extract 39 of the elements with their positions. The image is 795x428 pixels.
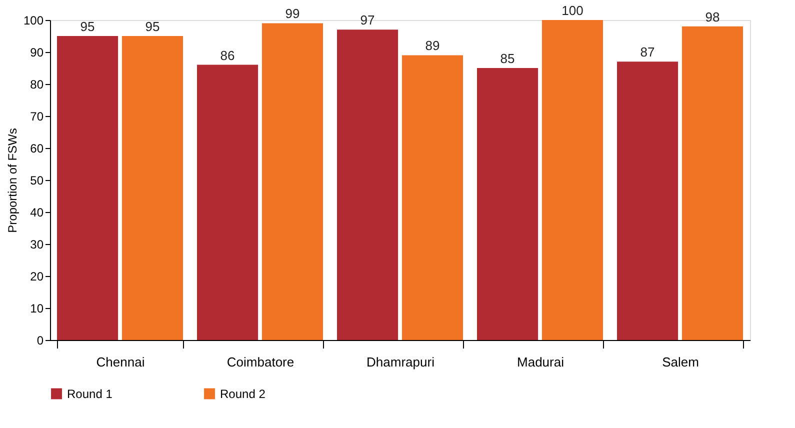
y-axis-title: Proportion of FSWs: [5, 128, 20, 233]
data-label: 95: [145, 19, 160, 34]
x-tick-label: Salem: [662, 354, 699, 370]
y-tick-label: 10: [30, 302, 44, 316]
data-label: 100: [562, 3, 584, 18]
bar: [477, 68, 538, 340]
y-tick-label: 80: [30, 78, 44, 92]
bar: [542, 20, 603, 340]
y-tick-label: 70: [30, 110, 44, 124]
data-label: 89: [425, 38, 440, 54]
x-tick-label: Dhamrapuri: [366, 354, 435, 370]
data-label: 87: [640, 44, 655, 60]
y-tick-label: 100: [23, 14, 44, 28]
y-tick-label: 50: [30, 174, 44, 188]
y-tick-label: 0: [36, 334, 44, 348]
y-tick-label: 40: [30, 206, 44, 220]
y-tick-label: 20: [30, 270, 44, 284]
y-tick-label: 60: [30, 142, 44, 156]
y-tick-label: 30: [30, 238, 44, 252]
y-tick-label: 90: [30, 46, 44, 60]
data-label: 98: [705, 9, 720, 24]
data-label: 85: [500, 51, 515, 66]
x-tick-label: Madurai: [517, 354, 564, 370]
x-tick-label: Chennai: [96, 354, 145, 370]
x-tick-label: Coimbatore: [226, 354, 294, 370]
bar: [57, 36, 118, 340]
bar: [617, 62, 678, 340]
bar: [262, 23, 323, 340]
bar: [337, 30, 398, 340]
legend-label: Round 1: [67, 386, 113, 401]
bar: [402, 55, 463, 340]
data-label: 97: [360, 12, 375, 28]
legend-label: Round 2: [220, 386, 266, 401]
bar: [682, 26, 743, 340]
data-label: 99: [285, 6, 300, 22]
data-label: 86: [220, 48, 235, 63]
data-label: 95: [80, 19, 95, 34]
bar: [197, 64, 258, 340]
bar: [122, 36, 183, 340]
